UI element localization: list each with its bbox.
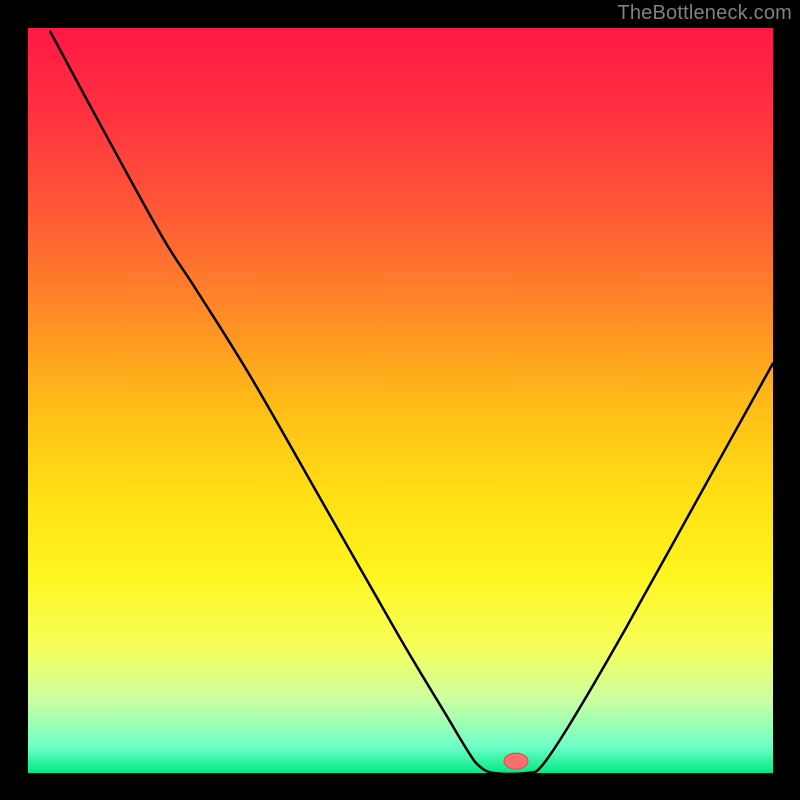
watermark-text: TheBottleneck.com bbox=[617, 2, 792, 25]
plot-svg bbox=[28, 28, 773, 773]
optimal-point-marker bbox=[504, 753, 528, 769]
gradient-background bbox=[28, 28, 773, 773]
plot-area bbox=[28, 28, 773, 773]
chart-frame: TheBottleneck.com bbox=[0, 0, 800, 800]
